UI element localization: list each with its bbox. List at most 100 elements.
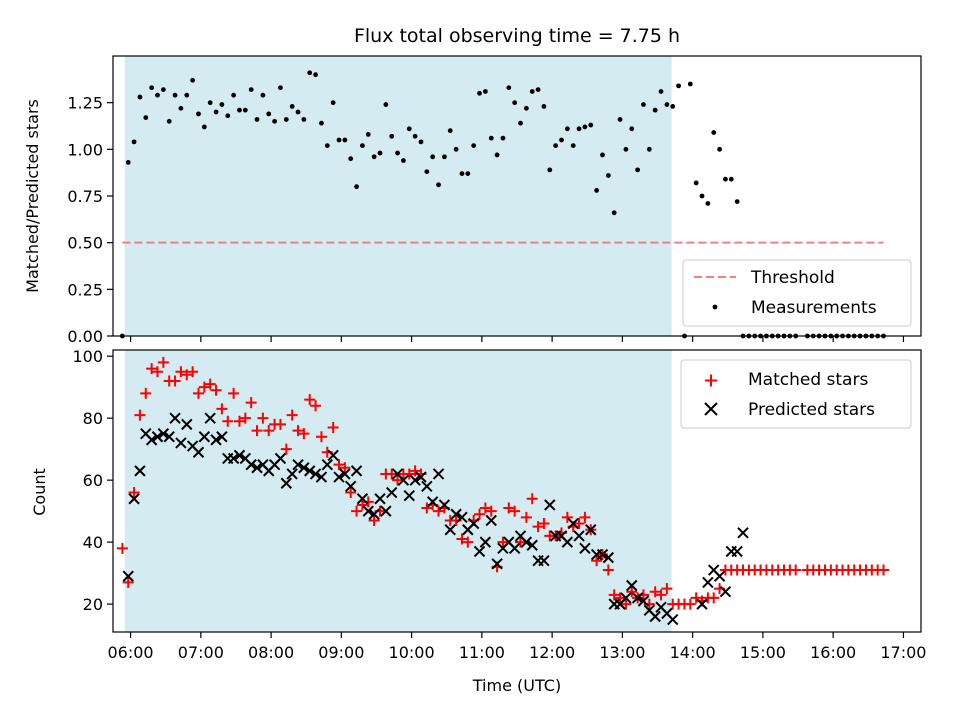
matched-star-point	[345, 487, 357, 499]
matched-star-point	[280, 443, 292, 455]
predicted-star-point	[491, 558, 503, 570]
measurement-point	[430, 154, 436, 160]
predicted-star-point	[567, 517, 579, 530]
measurement-point	[354, 184, 359, 190]
predicted-star-point	[731, 545, 743, 558]
matched-star-point	[298, 428, 310, 440]
predicted-star-point	[374, 493, 386, 505]
matched-star-point	[462, 536, 474, 548]
measurements-legend-swatch	[712, 304, 718, 310]
predicted-star-point	[362, 505, 374, 517]
predicted-star-point	[538, 555, 550, 567]
measurement-point	[728, 176, 734, 182]
predicted-star-point	[315, 471, 328, 483]
x-tick-label: 07:00	[178, 643, 224, 662]
measurement-point	[605, 173, 611, 178]
measurement-point	[441, 154, 447, 160]
predicted-star-point	[473, 545, 486, 558]
predicted-star-point	[444, 524, 456, 536]
predicted-star-point	[426, 496, 439, 508]
predicted-star-point	[339, 468, 351, 480]
measurement-point	[600, 152, 605, 158]
predicted-star-point	[175, 437, 187, 449]
matched-star-point	[333, 459, 345, 471]
measurement-point	[623, 146, 629, 152]
measurement-point	[283, 117, 289, 122]
ratio-legend-box	[682, 259, 912, 327]
measurement-point	[377, 150, 383, 156]
matched-star-point	[655, 589, 667, 601]
predicted-star-point	[450, 508, 462, 520]
x-tick-label: 17:00	[880, 643, 926, 662]
x-tick-label: 13:00	[599, 643, 645, 662]
measurement-point	[711, 130, 717, 135]
measurement-point	[266, 111, 272, 117]
measurement-point	[248, 87, 254, 92]
predicted-star-point	[233, 449, 246, 462]
matched-star-point	[497, 536, 509, 548]
measurement-point	[242, 107, 248, 113]
predicted-star-point	[385, 486, 398, 499]
measurement-point	[149, 85, 155, 91]
measurement-point	[412, 133, 418, 139]
measurement-point	[295, 109, 301, 115]
x-axis-label: Time (UTC)	[472, 676, 561, 695]
ratio-panel: 0.00 0.25 0.50 0.75 1.00 1.25 Matched/Predict…	[23, 55, 922, 346]
predicted-star-point	[368, 508, 380, 520]
predicted-star-point	[198, 431, 211, 443]
predicted-star-point	[696, 598, 708, 610]
matched-star-point	[187, 366, 199, 378]
measurement-point	[664, 102, 670, 107]
measurement-point	[231, 92, 237, 98]
predicted-star-point	[356, 493, 369, 505]
matched-star-point	[146, 363, 158, 375]
matched-star-point	[134, 409, 146, 421]
predicted-star-point	[713, 570, 726, 582]
measurement-point	[137, 94, 143, 100]
predicted-star-point	[508, 542, 521, 555]
matched-star-point	[198, 381, 210, 393]
measurement-point	[506, 85, 512, 91]
matched-star-point	[626, 586, 638, 598]
measurement-point	[213, 109, 219, 115]
measurement-point	[641, 102, 646, 107]
measurement-point	[289, 104, 295, 109]
measurement-point	[348, 156, 354, 162]
measurement-point	[184, 92, 190, 98]
measurement-point	[482, 89, 488, 94]
measurement-point	[172, 92, 178, 98]
measurement-point	[313, 72, 318, 78]
measurement-point	[125, 160, 131, 165]
measurement-point	[459, 171, 465, 177]
predicted-star-point	[526, 539, 538, 551]
predicted-star-point	[210, 434, 222, 446]
predicted-legend-swatch	[704, 402, 718, 416]
predicted-star-point	[151, 431, 164, 443]
matched-star-point	[339, 462, 351, 474]
predicted-star-point	[485, 514, 497, 527]
x-tick-label: 15:00	[740, 643, 786, 662]
y-tick-label: 0.75	[67, 187, 103, 206]
predicted-star-point	[333, 471, 345, 483]
measurement-point	[465, 171, 471, 177]
measurement-point	[219, 102, 225, 107]
matched-star-point	[292, 425, 304, 437]
measurement-point	[196, 111, 201, 117]
measurement-point	[406, 126, 412, 132]
predicted-star-point	[128, 493, 140, 505]
predicted-star-point	[719, 586, 732, 598]
matched-star-point	[561, 511, 573, 523]
matched-star-point	[175, 366, 187, 378]
measurement-point	[178, 105, 184, 111]
y-tick-label: 0.50	[67, 234, 103, 253]
predicted-star-point	[737, 527, 749, 539]
matched-star-point	[690, 592, 702, 604]
matched-star-point	[204, 378, 216, 390]
measurement-point	[652, 107, 658, 113]
count-y-ticks: 20 40 60 80 100	[72, 347, 113, 614]
predicted-star-point	[409, 474, 421, 486]
measurement-point	[207, 100, 213, 106]
matched-star-point	[573, 518, 585, 530]
matched-star-point	[274, 418, 286, 430]
